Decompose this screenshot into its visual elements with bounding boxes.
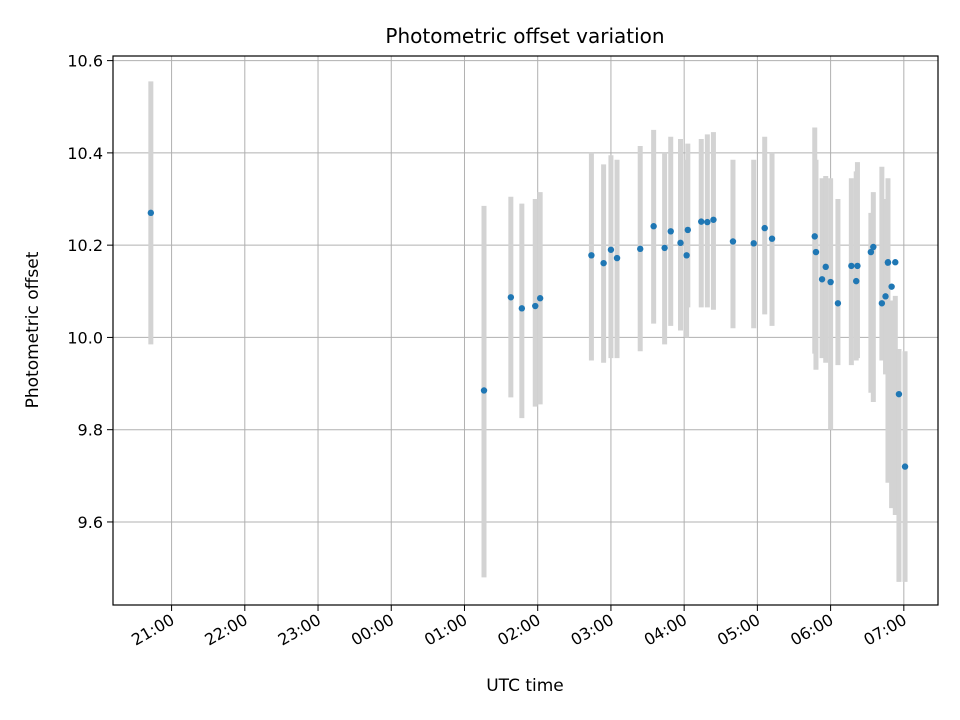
y-tick-label: 9.6 [78, 513, 103, 532]
data-point [811, 233, 818, 240]
data-point [637, 245, 644, 253]
error-bars [148, 81, 908, 582]
data-point [812, 248, 820, 256]
data-point [650, 223, 657, 230]
data-point [667, 228, 674, 235]
data-point [698, 218, 705, 225]
data-point [867, 248, 875, 256]
data-point [822, 263, 829, 271]
data-point [888, 283, 895, 290]
data-point [761, 224, 768, 232]
data-point [613, 254, 621, 262]
data-point [827, 278, 834, 286]
data-point [507, 294, 515, 301]
y-axis-label: Photometric offset [23, 251, 43, 408]
chart-title: Photometric offset variation [385, 24, 664, 48]
data-point [884, 259, 892, 266]
data-point [710, 216, 717, 223]
data-point [518, 305, 526, 312]
data-point [901, 463, 909, 470]
data-point [870, 243, 877, 251]
data-points [147, 209, 909, 470]
data-point [854, 262, 861, 270]
data-point [480, 387, 488, 394]
data-point [704, 218, 711, 226]
data-point [683, 252, 690, 259]
data-point [768, 235, 776, 242]
data-point [677, 239, 684, 247]
data-point [729, 238, 737, 245]
data-point [532, 302, 539, 310]
data-point [878, 300, 886, 307]
y-tick-label: 9.8 [78, 421, 103, 440]
data-point [895, 390, 903, 398]
data-point [834, 300, 842, 307]
data-point [607, 246, 615, 253]
y-axis: 9.6 9.8 10.0 10.2 10.4 10.6 [67, 52, 113, 532]
data-point [892, 259, 899, 266]
data-point [848, 262, 855, 270]
data-point [818, 276, 826, 283]
data-point [588, 252, 595, 259]
x-axis-label: UTC time [486, 676, 564, 696]
data-point [853, 277, 860, 285]
data-point [661, 244, 668, 252]
data-point [147, 209, 155, 217]
y-tick-label: 10.6 [67, 52, 103, 71]
data-point [750, 240, 757, 247]
plot-frame [112, 55, 939, 606]
y-tick-label: 10.0 [67, 328, 103, 347]
data-point [536, 295, 544, 302]
data-point [684, 226, 692, 234]
data-point [600, 259, 607, 267]
y-tick-label: 10.2 [67, 236, 103, 255]
y-tick-label: 10.4 [67, 144, 103, 163]
data-point [882, 293, 889, 300]
